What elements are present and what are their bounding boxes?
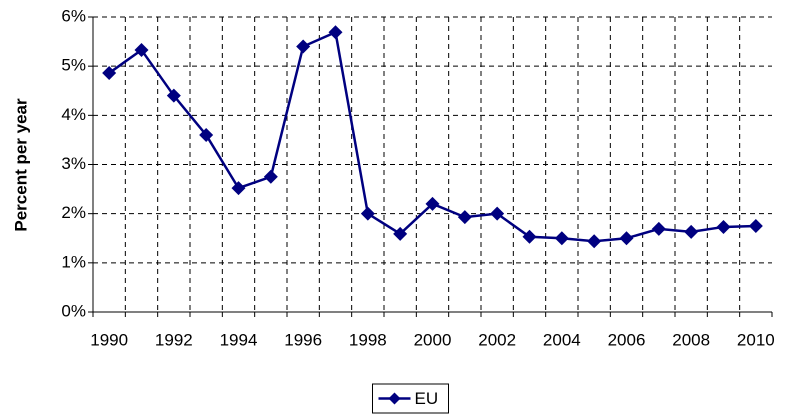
- x-tick-label: 2002: [478, 330, 516, 349]
- data-point: [360, 206, 375, 221]
- x-tick-label: 1996: [284, 330, 322, 349]
- x-tick-label: 2008: [672, 330, 710, 349]
- legend-marker: [388, 392, 401, 405]
- data-point: [522, 229, 537, 244]
- x-tick-label: 1990: [90, 330, 128, 349]
- data-point: [393, 226, 408, 241]
- data-point: [554, 231, 569, 246]
- y-tick-label: 0%: [61, 301, 86, 320]
- data-point: [619, 231, 634, 246]
- legend-label: EU: [415, 389, 439, 408]
- y-tick-label: 2%: [61, 203, 86, 222]
- data-point: [102, 66, 117, 81]
- data-point: [166, 88, 181, 103]
- x-tick-label: 1992: [155, 330, 193, 349]
- y-tick-label: 4%: [61, 105, 86, 124]
- data-point: [748, 218, 763, 233]
- data-point: [263, 169, 278, 184]
- data-point: [716, 219, 731, 234]
- data-point: [134, 42, 149, 57]
- y-tick-label: 5%: [61, 56, 86, 75]
- data-point: [328, 25, 343, 40]
- x-tick-label: 1998: [349, 330, 387, 349]
- data-point: [587, 234, 602, 249]
- data-point: [296, 39, 311, 54]
- x-tick-label: 2004: [543, 330, 581, 349]
- y-tick-label: 6%: [61, 6, 86, 25]
- data-point: [490, 206, 505, 221]
- y-tick-label: 3%: [61, 154, 86, 173]
- data-point: [684, 224, 699, 239]
- data-point: [231, 181, 246, 196]
- x-tick-label: 2000: [414, 330, 452, 349]
- data-point: [651, 221, 666, 236]
- x-tick-label: 1994: [220, 330, 258, 349]
- y-axis-label: Percent per year: [11, 98, 30, 232]
- data-point: [457, 210, 472, 225]
- y-tick-label: 1%: [61, 252, 86, 271]
- x-tick-label: 2010: [737, 330, 775, 349]
- data-point: [199, 128, 214, 142]
- x-tick-label: 2006: [608, 330, 646, 349]
- data-point: [425, 196, 440, 211]
